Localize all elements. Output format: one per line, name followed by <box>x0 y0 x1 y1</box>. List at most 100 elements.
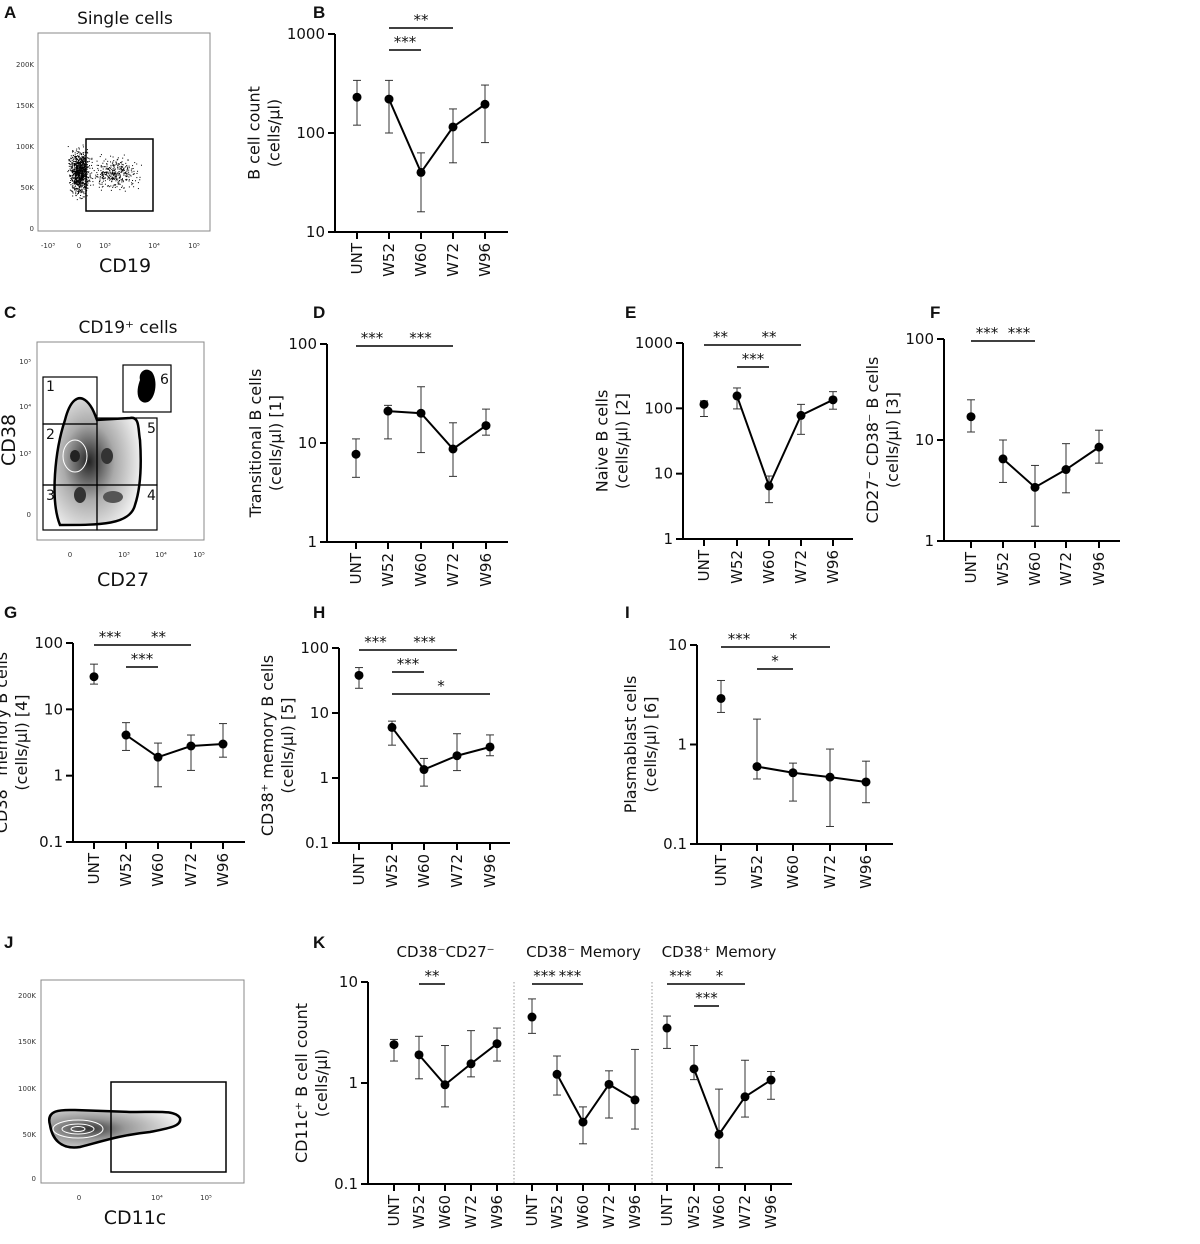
y-tick-label: 100 <box>34 634 63 652</box>
flow-a-event <box>68 182 70 184</box>
flow-a-event <box>89 179 91 181</box>
flow-a-event <box>128 176 130 178</box>
flow-a-event <box>72 180 74 182</box>
flow-a-event <box>104 166 106 168</box>
flow-a-event <box>82 152 84 154</box>
flow-a-event <box>114 172 116 174</box>
flow-a-event <box>69 176 71 178</box>
flow-a-event <box>123 168 125 170</box>
flow-a-event <box>82 174 84 176</box>
flow-a-event <box>81 191 83 193</box>
flow-a-event <box>86 180 88 182</box>
data-point <box>998 454 1008 464</box>
flow-a-event <box>116 159 118 161</box>
flow-a-event <box>73 177 75 179</box>
flow-a-event <box>73 156 75 158</box>
flow-a-event <box>71 156 73 158</box>
flow-a-event <box>80 180 82 182</box>
flow-a-event <box>119 176 121 178</box>
flow-a-event <box>119 180 121 182</box>
data-point <box>689 1064 699 1074</box>
flow-a-event <box>99 178 101 180</box>
flow-a-event <box>77 176 79 178</box>
flow-a-event <box>120 168 122 170</box>
flow-a-event <box>82 159 84 161</box>
flow-a-xtick: 10⁵ <box>188 242 200 250</box>
flow-c-gate-label: 3 <box>46 488 55 504</box>
flow-a-event <box>127 175 129 177</box>
flow-a-event <box>77 155 79 157</box>
x-tick-label: W52 <box>748 855 766 889</box>
flow-a-event <box>119 173 121 175</box>
flow-a-event <box>89 174 91 176</box>
flow-a-event <box>89 175 91 177</box>
flow-a-event <box>103 173 105 175</box>
data-point <box>354 670 364 680</box>
flow-a-event <box>82 177 84 179</box>
flow-a-event <box>122 164 124 166</box>
significance-label: *** <box>742 350 765 368</box>
flow-a-event <box>79 162 81 164</box>
flow-a-event <box>100 189 102 191</box>
x-tick-label: W60 <box>760 550 778 584</box>
flow-a-event <box>117 158 119 160</box>
flow-a-event <box>118 177 120 179</box>
group-title: CD38⁻CD27⁻ <box>396 943 494 961</box>
flow-a-event <box>118 163 120 165</box>
flow-a-event <box>77 193 79 195</box>
flow-a-event <box>78 191 80 193</box>
flow-a-event <box>115 161 117 163</box>
flow-a-event <box>88 166 90 168</box>
flow-a-event <box>70 158 72 160</box>
flow-a-event <box>79 175 81 177</box>
flow-a-event <box>106 171 108 173</box>
flow-a-event <box>111 168 113 170</box>
flow-a-event <box>112 173 114 175</box>
flow-a-event <box>80 198 82 200</box>
flow-a-event <box>112 163 114 165</box>
flow-a-event <box>87 166 89 168</box>
x-tick-label: W60 <box>784 855 802 889</box>
flow-a-event <box>99 183 101 185</box>
data-point <box>414 1050 424 1060</box>
flow-a-event <box>80 164 82 166</box>
data-point <box>383 406 393 416</box>
flow-a-event <box>115 173 117 175</box>
flow-a-event <box>83 182 85 184</box>
flow-a-event <box>125 175 127 177</box>
flow-a-event <box>116 174 118 176</box>
flow-a-event <box>137 188 139 190</box>
chart-d: 1 10 100 Transitional B cells (cells/µl) [1]… <box>246 329 508 587</box>
flow-a-ytick: 0 <box>30 225 34 233</box>
y-tick-label: 1 <box>348 1074 358 1092</box>
flow-a-event <box>83 184 85 186</box>
series-line <box>693 1068 772 1137</box>
flow-a-event <box>82 170 84 172</box>
flow-a-event <box>73 172 75 174</box>
flow-a-event <box>76 172 78 174</box>
y-tick-label: 1 <box>924 532 934 550</box>
flow-a-event <box>76 188 78 190</box>
flow-a-event <box>120 162 122 164</box>
flow-a-event <box>78 182 80 184</box>
flow-a-event <box>72 187 74 189</box>
flow-a-event <box>76 179 78 181</box>
flow-a-event <box>120 162 122 164</box>
flow-a-event <box>83 166 85 168</box>
flow-a-event <box>78 190 80 192</box>
significance-label: *** <box>728 630 751 648</box>
flow-a-event <box>116 178 118 180</box>
flow-a-event <box>79 165 81 167</box>
flow-a-event <box>113 174 115 176</box>
flow-a-event <box>101 186 103 188</box>
y-axis-label: B cell count <box>245 86 264 180</box>
flow-a-event <box>112 156 114 158</box>
flow-a-event <box>84 176 86 178</box>
flow-a-event <box>98 182 100 184</box>
flow-a-event <box>120 165 122 167</box>
flow-a-event <box>81 178 83 180</box>
flow-a-event <box>82 167 84 169</box>
flow-a-event <box>80 166 82 168</box>
flow-a-event <box>105 168 107 170</box>
flow-c-contour <box>62 439 88 473</box>
